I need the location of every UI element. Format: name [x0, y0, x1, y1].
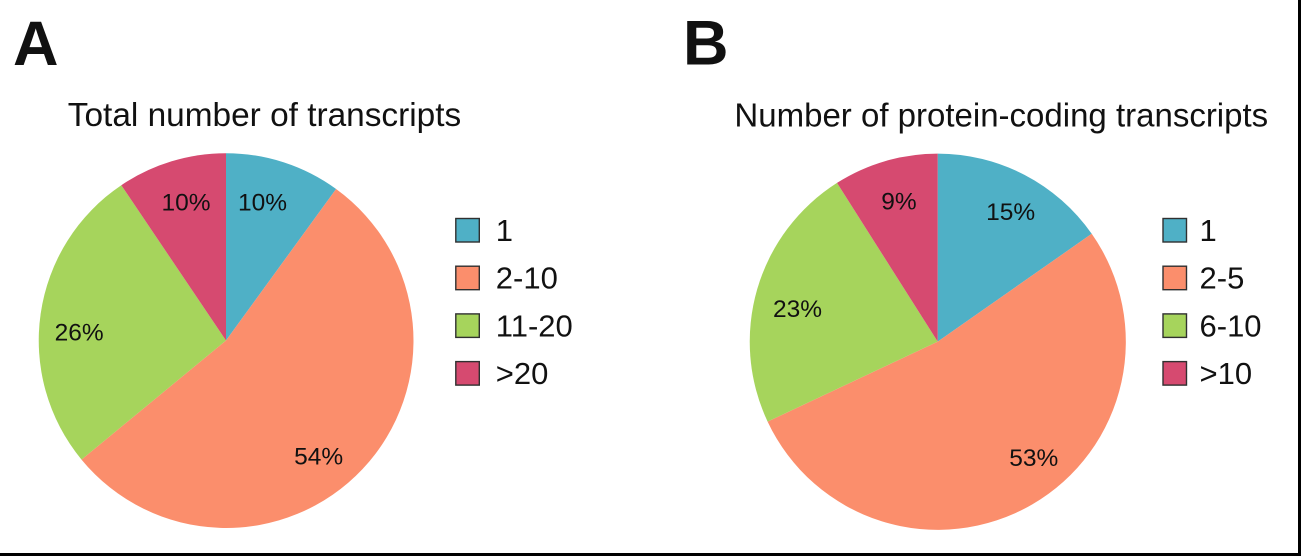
svg-text:2-10: 2-10 [496, 261, 558, 296]
svg-text:11-20: 11-20 [496, 308, 573, 343]
svg-text:2-5: 2-5 [1200, 261, 1245, 296]
svg-text:1: 1 [496, 213, 513, 248]
svg-text:1: 1 [1200, 213, 1217, 248]
svg-text:B: B [683, 9, 729, 79]
svg-text:10%: 10% [161, 190, 210, 217]
svg-text:Number of protein-coding trans: Number of protein-coding transcripts [734, 96, 1268, 133]
svg-text:26%: 26% [55, 320, 104, 347]
svg-text:6-10: 6-10 [1200, 308, 1262, 343]
svg-text:A: A [13, 9, 59, 79]
svg-text:10%: 10% [238, 190, 287, 217]
svg-text:>10: >10 [1200, 356, 1253, 391]
svg-text:54%: 54% [294, 444, 343, 471]
svg-text:15%: 15% [986, 199, 1035, 226]
svg-text:9%: 9% [881, 189, 916, 216]
svg-text:>20: >20 [496, 356, 549, 391]
svg-text:53%: 53% [1009, 445, 1058, 472]
svg-text:Total number of transcripts: Total number of transcripts [68, 97, 461, 134]
svg-text:23%: 23% [773, 296, 822, 323]
